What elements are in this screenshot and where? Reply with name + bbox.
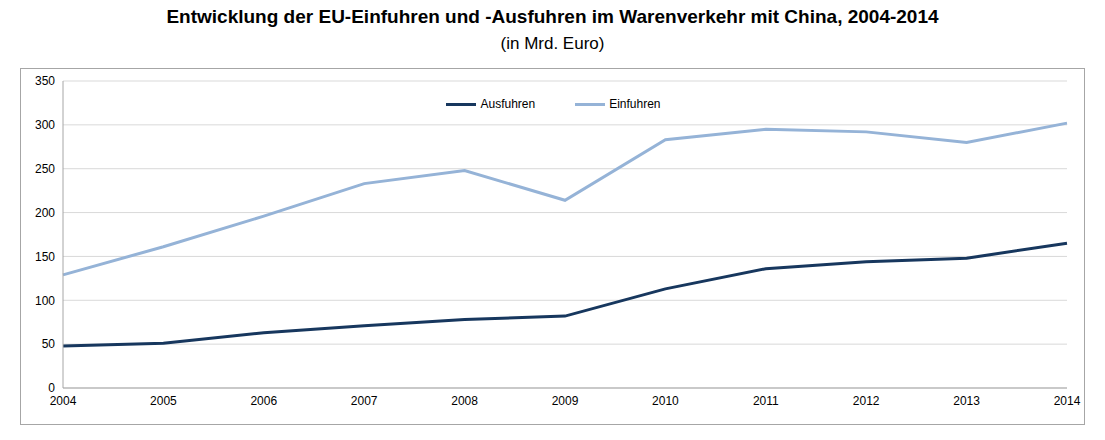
svg-text:0: 0 — [48, 381, 55, 395]
svg-text:250: 250 — [35, 162, 55, 176]
svg-text:2014: 2014 — [1054, 394, 1081, 408]
html-text:Ausfuhren: Ausfuhren — [480, 97, 536, 111]
svg-text:350: 350 — [35, 74, 55, 88]
svg-text:200: 200 — [35, 206, 55, 220]
svg-text:50: 50 — [42, 337, 56, 351]
svg-text:2011: 2011 — [753, 394, 779, 408]
svg-text:2005: 2005 — [150, 394, 177, 408]
html-text:(in Mrd. Euro): (in Mrd. Euro) — [500, 34, 605, 53]
svg-text:2004: 2004 — [50, 394, 77, 408]
html-text:Entwicklung der EU-Einfuhren u: Entwicklung der EU-Einfuhren und -Ausfuh… — [166, 6, 939, 27]
svg-text:150: 150 — [35, 250, 55, 264]
html-text:Einfuhren: Einfuhren — [609, 97, 661, 111]
svg-text:2007: 2007 — [351, 394, 378, 408]
svg-text:2008: 2008 — [451, 394, 478, 408]
svg-text:2009: 2009 — [552, 394, 579, 408]
svg-text:2012: 2012 — [853, 394, 880, 408]
svg-text:2010: 2010 — [652, 394, 679, 408]
svg-text:300: 300 — [35, 118, 55, 132]
svg-text:2006: 2006 — [250, 394, 277, 408]
svg-text:100: 100 — [35, 294, 55, 308]
svg-text:2013: 2013 — [953, 394, 980, 408]
